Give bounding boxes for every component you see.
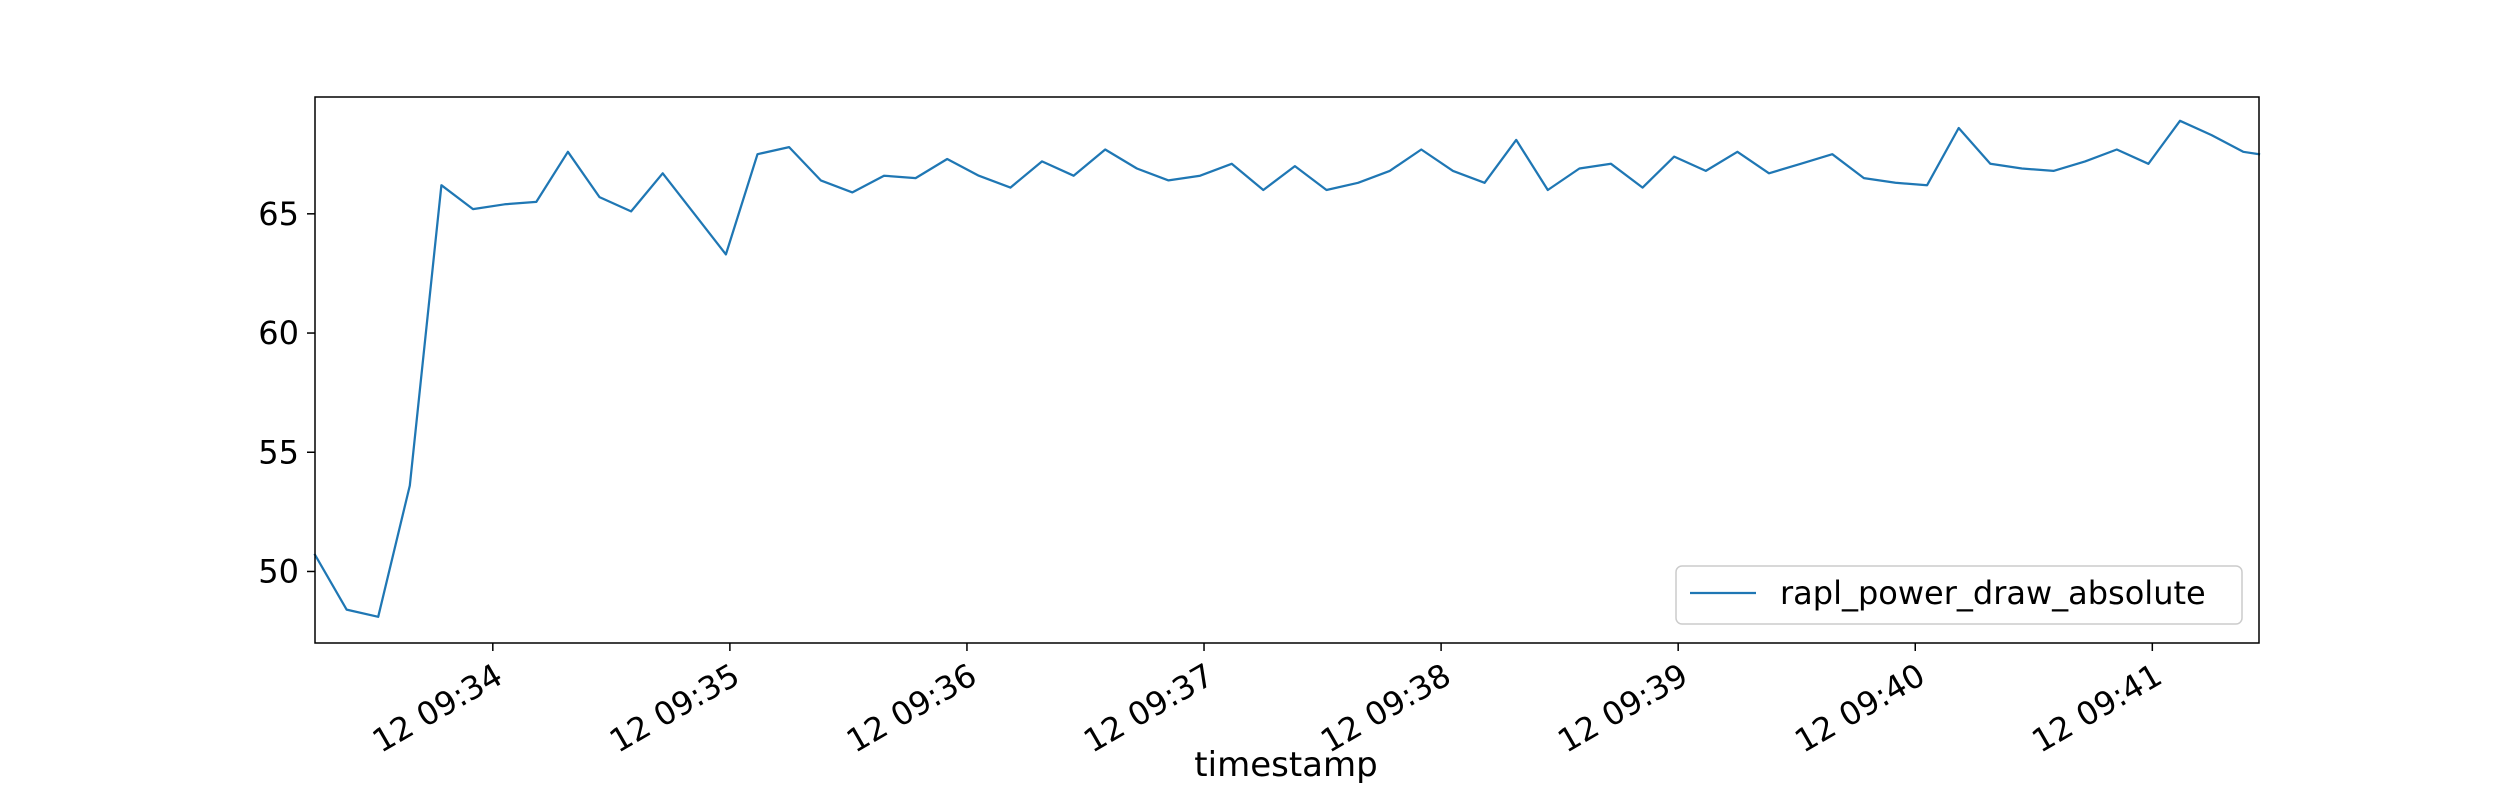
y-tick-label: 55 — [258, 433, 299, 471]
y-tick-label: 50 — [258, 552, 299, 590]
x-tick-label: 12 09:39 — [1551, 656, 1694, 760]
x-axis-label: timestamp — [1194, 745, 1377, 785]
x-tick-label: 12 09:36 — [840, 656, 983, 760]
series-layer — [313, 119, 2261, 618]
series-line-rapl-power-draw-absolute — [313, 119, 2261, 618]
y-tick-label: 60 — [258, 314, 299, 352]
x-tick-label: 12 09:41 — [2025, 656, 2168, 760]
x-tick-label: 12 09:34 — [366, 656, 509, 760]
legend-entry-label: rapl_power_draw_absolute — [1780, 574, 2206, 612]
y-tick-label: 65 — [258, 195, 299, 233]
legend-box — [1675, 565, 2243, 625]
x-tick-label: 12 09:40 — [1788, 656, 1931, 760]
x-tick-label: 12 09:35 — [603, 656, 746, 760]
plot-background — [315, 97, 2259, 643]
plot-frame — [314, 96, 2260, 644]
legend: rapl_power_draw_absolute — [1675, 565, 2243, 625]
